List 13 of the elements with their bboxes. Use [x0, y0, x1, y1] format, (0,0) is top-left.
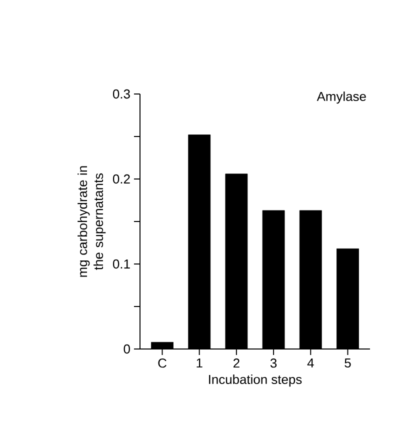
y-tick-label: 0 — [124, 344, 130, 354]
y-tick-label: 0.3 — [112, 89, 130, 99]
x-tick-label: C — [158, 358, 166, 368]
y-axis-title: mg carbohydrate in the supernatants — [78, 166, 106, 277]
x-tick-label: 4 — [307, 358, 314, 368]
x-tick-label: 5 — [344, 358, 351, 368]
y-tick-label: 0.1 — [112, 259, 130, 269]
x-tick-label: 3 — [270, 358, 277, 368]
chart-title: Amylase — [316, 92, 366, 104]
x-tick-label: 1 — [196, 358, 202, 368]
y-tick-label: 0.2 — [112, 174, 130, 184]
x-axis-title: Incubation steps — [209, 374, 302, 387]
x-tick-label: 2 — [234, 358, 240, 368]
